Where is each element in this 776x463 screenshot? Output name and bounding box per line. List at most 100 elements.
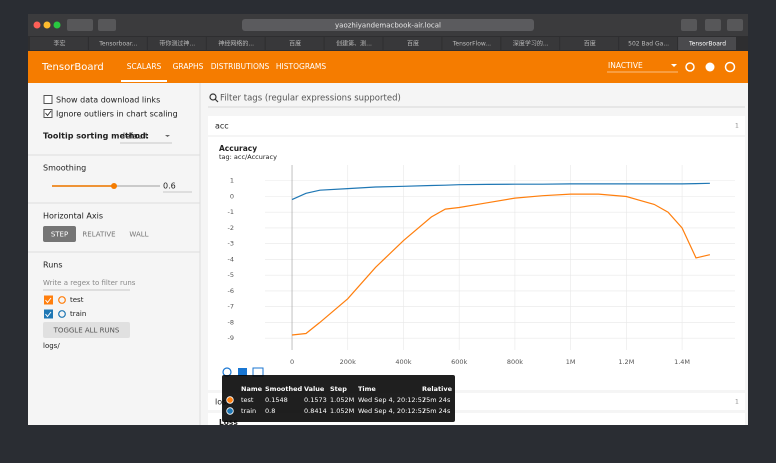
tab-title[interactable]: 李宏 bbox=[53, 40, 65, 48]
browser-tab[interactable] bbox=[442, 37, 501, 50]
browser-tab[interactable] bbox=[560, 37, 619, 50]
address-bar[interactable] bbox=[242, 19, 534, 31]
chart-title: Loss bbox=[219, 418, 238, 427]
browser-tab[interactable] bbox=[619, 37, 678, 50]
option-label: Show data download links bbox=[56, 96, 160, 105]
search-icon-handle bbox=[214, 98, 219, 103]
run-name: train bbox=[70, 310, 86, 318]
tooltip-header: Name bbox=[241, 385, 263, 393]
browser-tab[interactable] bbox=[501, 37, 560, 50]
run-checkbox[interactable] bbox=[44, 295, 53, 305]
tab-title[interactable]: 创建第、测... bbox=[336, 40, 372, 48]
app-header bbox=[28, 51, 748, 83]
active-tab-indicator bbox=[121, 80, 167, 82]
axis-option[interactable]: RELATIVE bbox=[82, 231, 115, 239]
check-mark bbox=[45, 297, 52, 304]
x-tick-label: 1.2M bbox=[618, 358, 634, 366]
tooltip-cell: 0.8414 bbox=[304, 407, 327, 415]
tab-title[interactable]: 百度 bbox=[407, 40, 419, 48]
browser-tab[interactable] bbox=[30, 37, 88, 50]
run-swatch bbox=[226, 407, 234, 415]
tooltip-header: Step bbox=[330, 385, 347, 393]
slider-knob[interactable] bbox=[111, 183, 117, 189]
reload-icon[interactable] bbox=[685, 62, 695, 72]
close-button[interactable] bbox=[33, 21, 41, 29]
run-color bbox=[58, 296, 66, 304]
tab-title[interactable]: 深度学习的... bbox=[513, 40, 549, 48]
nav-tab[interactable]: HISTOGRAMS bbox=[276, 62, 326, 71]
option-label: Ignore outliers in chart scaling bbox=[56, 110, 178, 119]
chart-title: Accuracy bbox=[219, 144, 257, 153]
tooltip bbox=[222, 375, 455, 422]
minimize-button[interactable] bbox=[43, 21, 51, 29]
tooltip-header: Relative bbox=[422, 385, 453, 393]
x-tick-label: 600k bbox=[451, 358, 467, 366]
tab-title[interactable]: TensorFlow... bbox=[452, 41, 491, 48]
section-header[interactable] bbox=[208, 116, 745, 135]
y-tick-label: -5 bbox=[228, 271, 234, 279]
browser-tab[interactable] bbox=[678, 37, 736, 50]
tab-title[interactable]: 502 Bad Ga... bbox=[628, 41, 669, 48]
browser-tab[interactable] bbox=[147, 37, 206, 50]
run-name: test bbox=[70, 296, 84, 304]
sidebar-button[interactable] bbox=[98, 19, 116, 31]
dropdown-caret bbox=[671, 64, 677, 67]
checkbox[interactable] bbox=[43, 109, 53, 118]
nav-buttons[interactable] bbox=[67, 19, 93, 31]
dropdown[interactable]: default bbox=[120, 132, 148, 141]
share-button[interactable] bbox=[705, 19, 721, 31]
tab-title[interactable]: 百度 bbox=[289, 40, 301, 48]
tab-title[interactable]: 百度 bbox=[584, 40, 596, 48]
axis-option[interactable]: WALL bbox=[129, 231, 148, 239]
run-checkbox[interactable] bbox=[44, 309, 53, 319]
browser-tab[interactable] bbox=[265, 37, 324, 50]
tab-title[interactable]: 带你测过神... bbox=[159, 40, 195, 48]
log-scale-icon[interactable] bbox=[238, 368, 247, 376]
y-tick-label: 1 bbox=[230, 177, 234, 185]
check-mark bbox=[45, 110, 52, 117]
selected-button[interactable] bbox=[43, 226, 76, 242]
tab-title[interactable]: 神经网络的... bbox=[218, 40, 254, 48]
tooltip-cell: test bbox=[241, 396, 254, 404]
settings-icon[interactable] bbox=[705, 62, 715, 72]
section-count: 1 bbox=[735, 123, 739, 130]
browser-tab[interactable] bbox=[383, 37, 442, 50]
tooltip-cell: 25m 24s bbox=[422, 407, 451, 415]
series-line bbox=[291, 182, 710, 201]
axis-option[interactable]: STEP bbox=[51, 231, 68, 239]
checkbox[interactable] bbox=[43, 95, 53, 104]
run-swatch bbox=[226, 396, 234, 404]
tag-filter[interactable]: Filter tags (regular expressions support… bbox=[220, 94, 401, 104]
nav-tab[interactable]: GRAPHS bbox=[173, 62, 204, 71]
tooltip-cell: 25m 24s bbox=[422, 396, 451, 404]
status-dropdown[interactable]: INACTIVE bbox=[608, 61, 643, 70]
help-icon[interactable] bbox=[724, 61, 736, 73]
download-button[interactable] bbox=[681, 19, 697, 31]
nav-tab[interactable]: DISTRIBUTIONS bbox=[211, 62, 270, 71]
section-label: Horizontal Axis bbox=[43, 212, 103, 221]
tooltip-cell: train bbox=[241, 407, 256, 415]
runs-filter[interactable]: Write a regex to filter runs bbox=[43, 279, 136, 287]
tab-title[interactable]: TensorBoard bbox=[688, 41, 726, 48]
nav-tab[interactable]: SCALARS bbox=[127, 62, 162, 71]
browser-tab[interactable] bbox=[324, 37, 383, 50]
series-line bbox=[291, 193, 711, 336]
dropdown-caret bbox=[165, 135, 170, 137]
y-tick-label: -7 bbox=[228, 303, 234, 311]
toggle-button[interactable] bbox=[43, 322, 130, 338]
tabs-button[interactable] bbox=[727, 19, 743, 31]
smoothing-input[interactable]: 0.6 bbox=[163, 182, 176, 191]
y-tick-label: -6 bbox=[228, 287, 234, 295]
tooltip-cell: 0.8 bbox=[265, 407, 275, 415]
tooltip-cell: 1.052M bbox=[330, 407, 354, 415]
tooltip-header: Smoothed bbox=[265, 385, 303, 393]
tooltip-cell: 1.052M bbox=[330, 396, 354, 404]
tab-title[interactable]: Tensorboar... bbox=[98, 41, 137, 48]
zoom-button[interactable] bbox=[53, 21, 61, 29]
browser-tab[interactable] bbox=[206, 37, 265, 50]
x-tick-label: 1.4M bbox=[674, 358, 690, 366]
x-tick-label: 400k bbox=[395, 358, 411, 366]
tooltip-header: Value bbox=[304, 385, 325, 393]
browser-tab[interactable] bbox=[88, 37, 147, 50]
toggle-label[interactable]: TOGGLE ALL RUNS bbox=[53, 327, 120, 335]
